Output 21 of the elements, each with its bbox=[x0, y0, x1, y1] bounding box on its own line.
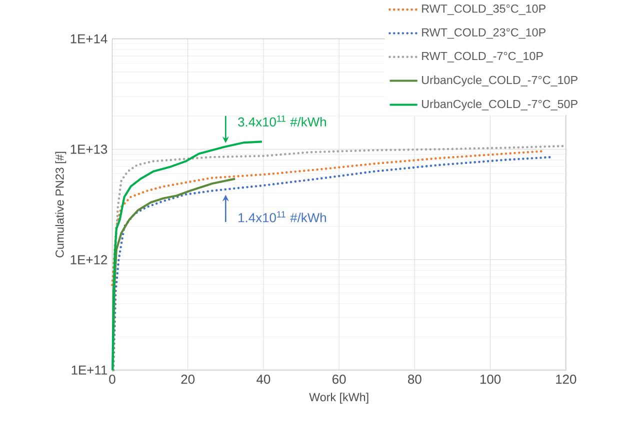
legend-label: RWT_COLD_35°C_10P bbox=[422, 4, 546, 15]
x-tick-label: 100 bbox=[480, 374, 501, 384]
line-series bbox=[111, 150, 544, 286]
x-tick-label: 120 bbox=[556, 374, 576, 384]
y-tick-label: 1E+12 bbox=[70, 254, 108, 264]
x-tick-label: 80 bbox=[408, 374, 422, 384]
y-tick-label: 1E+11 bbox=[72, 365, 108, 374]
legend-label: RWT_COLD_23°C_10P bbox=[422, 28, 546, 38]
legend-label: RWT_COLD_-7°C_10P bbox=[422, 52, 543, 62]
x-tick-label: 60 bbox=[332, 374, 346, 384]
x-tick-label: 0 bbox=[109, 374, 116, 384]
legend-label: UrbanCycle_COLD_-7°C_50P bbox=[422, 99, 578, 110]
y-tick-label: 1E+14 bbox=[70, 34, 108, 44]
annotation: 3.4x10$^{11}$ #/kWh bbox=[238, 115, 326, 126]
legend-label: UrbanCycle_COLD_-7°C_10P bbox=[422, 75, 578, 86]
x-axis-title: Work [kWh] bbox=[309, 392, 368, 404]
y-tick-label: 1E+13 bbox=[70, 144, 108, 154]
y-axis-title: Cumulative PN23 [#] bbox=[55, 152, 66, 258]
x-tick-label: 40 bbox=[256, 374, 270, 384]
x-tick-label: 20 bbox=[181, 374, 195, 384]
annotation: 1.4x10$^{11}$ #/kWh bbox=[238, 211, 326, 222]
